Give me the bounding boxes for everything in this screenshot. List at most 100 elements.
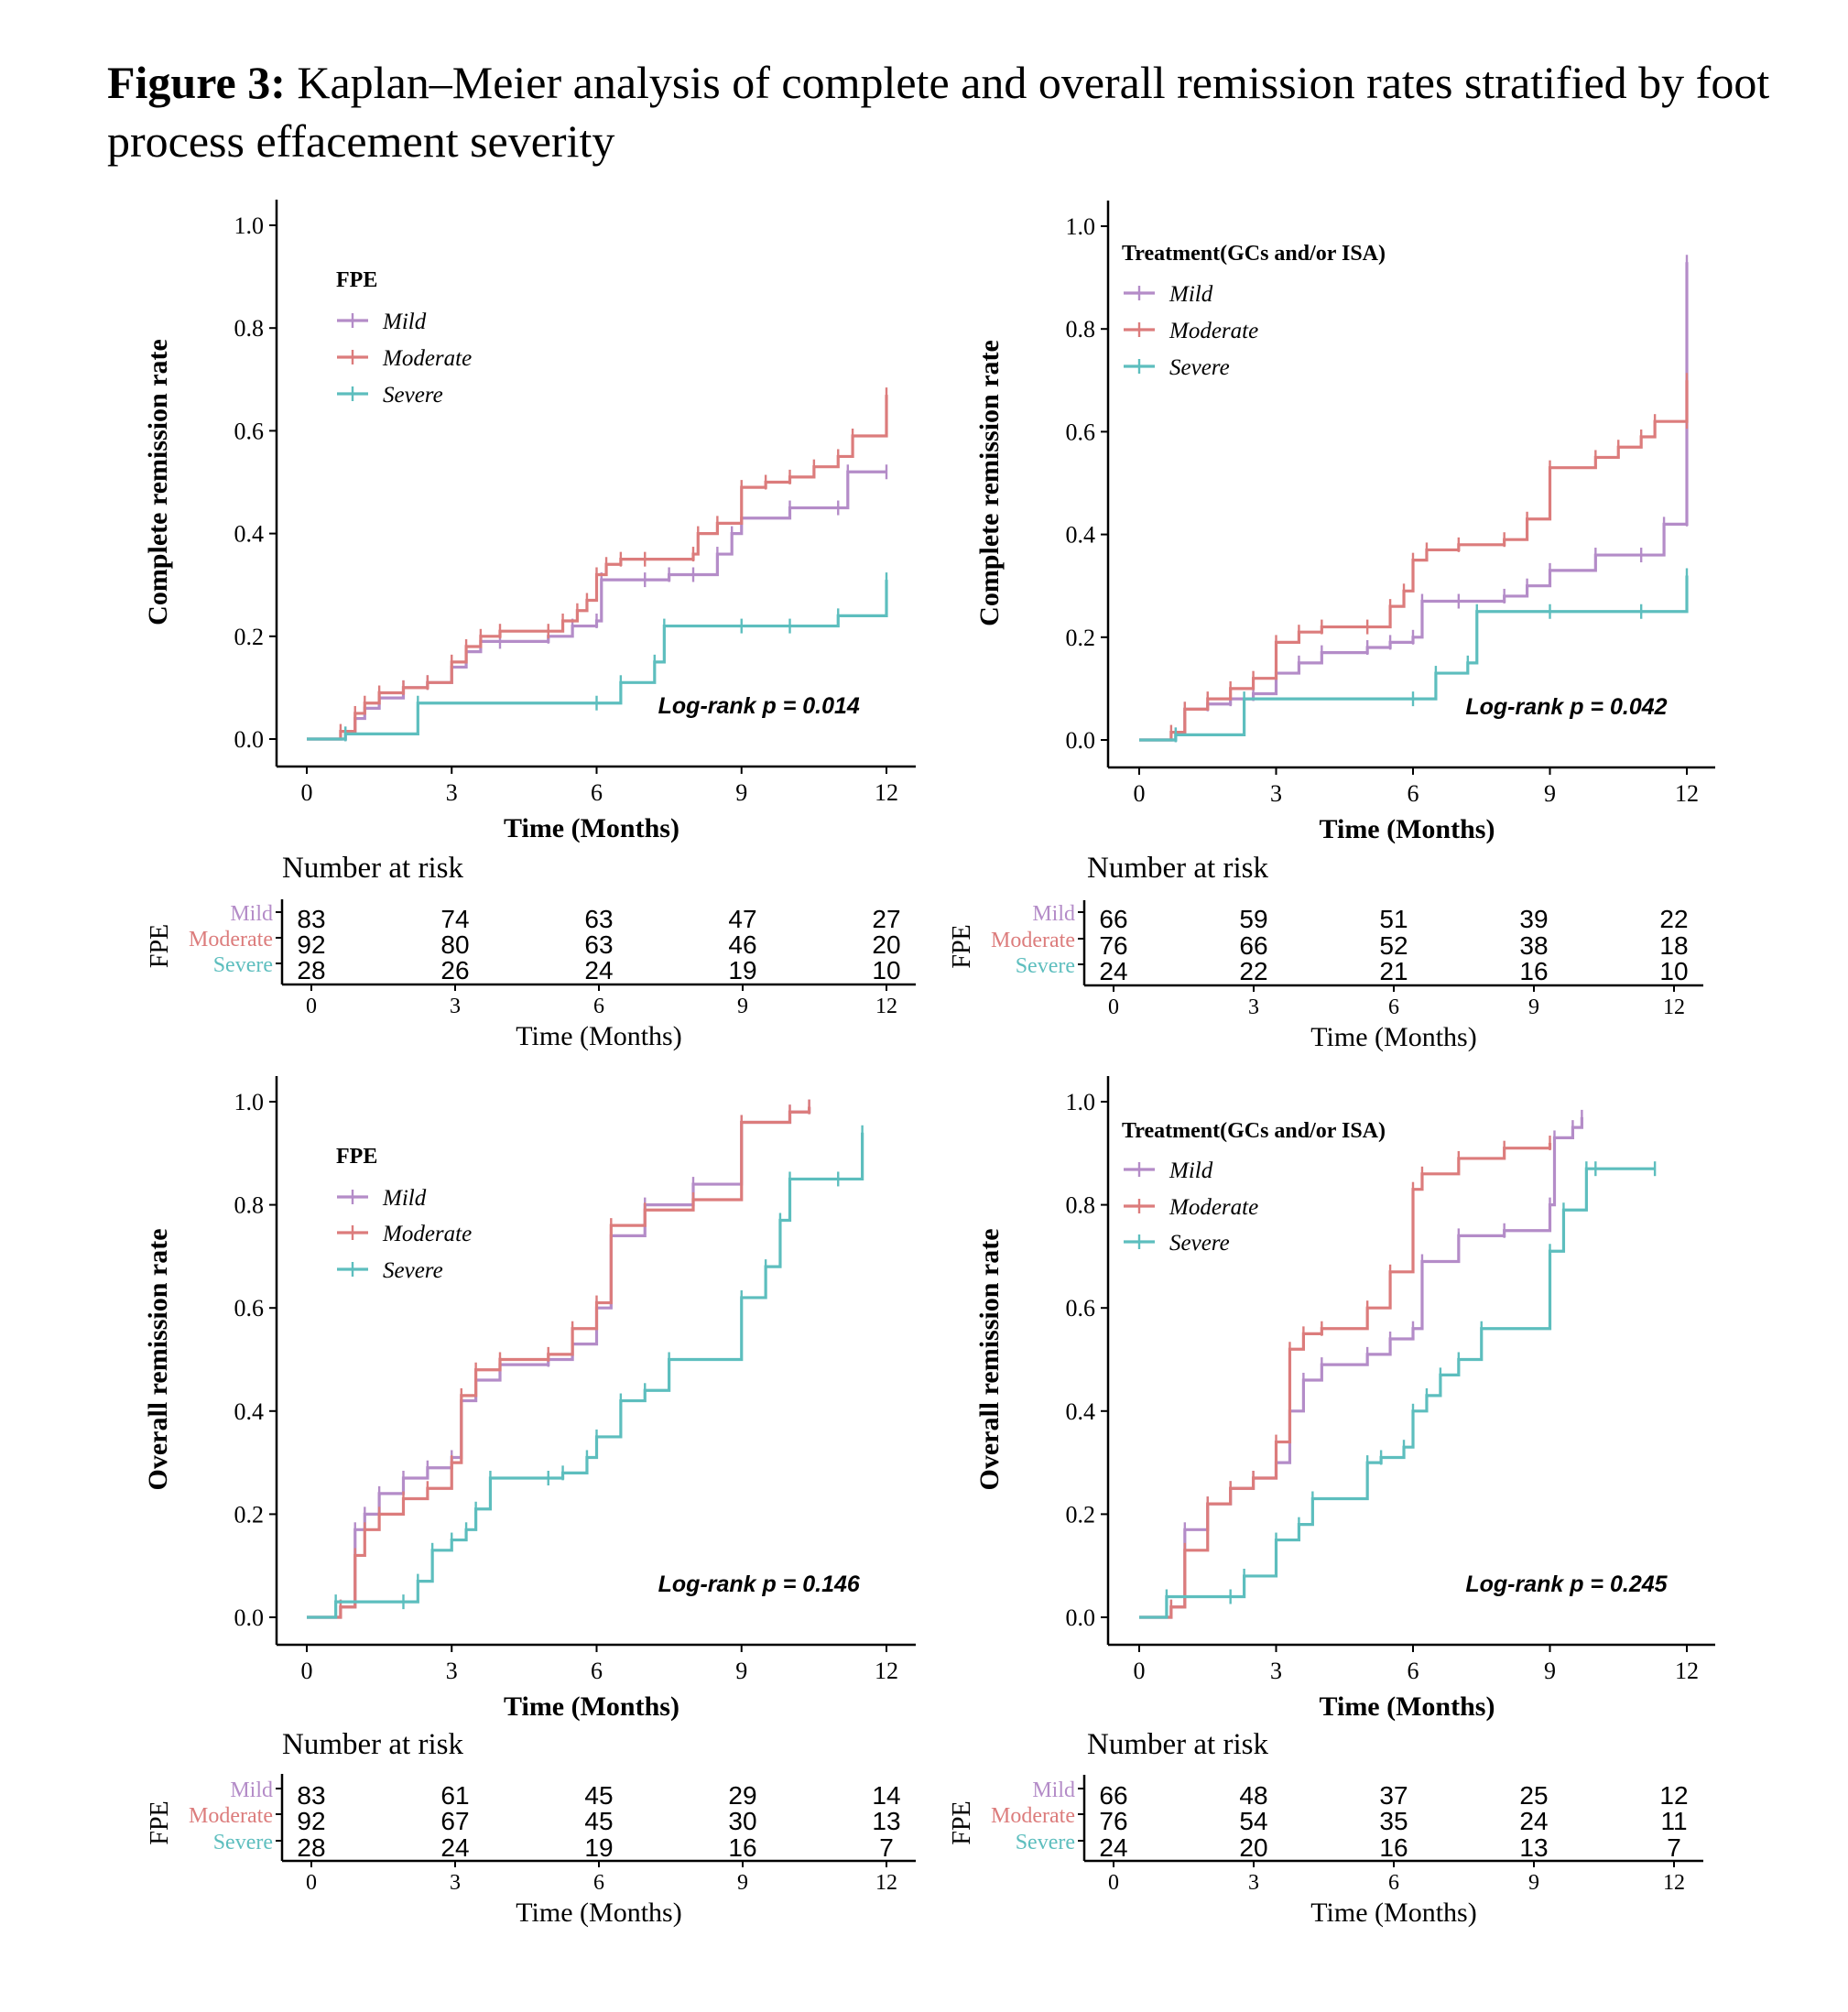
risk-cell: 13 — [1519, 1833, 1548, 1862]
legend-label-moderate: Moderate — [1169, 1195, 1258, 1220]
risk-table-x-title: Time (Months) — [516, 1021, 681, 1051]
x-tick-label: 9 — [735, 779, 747, 806]
risk-cell: 83 — [297, 905, 325, 933]
y-tick-label: 0.6 — [234, 418, 265, 444]
legend-label-mild: Mild — [1169, 282, 1213, 307]
legend-title: FPE — [336, 1145, 377, 1169]
risk-cell: 76 — [1099, 931, 1127, 960]
risk-cell: 20 — [872, 930, 900, 959]
risk-table-title: Number at risk — [282, 1728, 463, 1761]
x-axis-title: Time (Months) — [504, 1691, 679, 1722]
legend-label-moderate: Moderate — [1169, 319, 1258, 343]
y-tick-label: 0.0 — [234, 1604, 265, 1631]
series-line-moderate — [1139, 380, 1689, 742]
risk-row-label-severe: Severe — [213, 1831, 273, 1854]
legend-title: Treatment(GCs and/or ISA) — [1122, 1119, 1386, 1143]
y-axis-title: Complete remission rate — [143, 339, 173, 625]
risk-cell: 28 — [297, 956, 325, 984]
risk-cell: 46 — [728, 930, 756, 959]
risk-x-tick-label: 3 — [450, 1871, 461, 1895]
risk-cell: 24 — [1519, 1807, 1548, 1835]
risk-cell: 29 — [728, 1781, 756, 1810]
risk-table-x-title: Time (Months) — [1310, 1022, 1476, 1052]
series-line-moderate — [307, 395, 888, 741]
legend-title: FPE — [336, 268, 377, 292]
series-line-severe — [307, 1132, 864, 1619]
risk-cell: 25 — [1519, 1781, 1548, 1810]
y-tick-label: 0.4 — [234, 521, 265, 548]
y-tick-label: 0.0 — [234, 726, 265, 753]
risk-cell: 52 — [1379, 931, 1408, 960]
risk-cell: 67 — [440, 1807, 469, 1835]
risk-cell: 13 — [872, 1807, 900, 1835]
risk-cell: 16 — [728, 1833, 756, 1862]
y-tick-label: 0.6 — [1066, 1295, 1096, 1321]
risk-x-tick-label: 12 — [1663, 995, 1685, 1019]
risk-x-tick-label: 9 — [737, 1871, 748, 1895]
risk-cell: 35 — [1379, 1807, 1408, 1835]
risk-cell: 22 — [1659, 905, 1688, 933]
x-tick-label: 12 — [1675, 1658, 1699, 1684]
km-panel-1: 0.0 0.2 0.4 0.6 0.8 1.0 0 3 6 9 12 Complete remissi… — [143, 200, 916, 1051]
risk-x-tick-label: 9 — [737, 995, 748, 1018]
risk-cell: 21 — [1379, 957, 1408, 985]
legend-label-severe: Severe — [1169, 1231, 1230, 1256]
risk-table-x-title: Time (Months) — [1310, 1898, 1476, 1928]
km-panel-4: 0.0 0.2 0.4 0.6 0.8 1.0 0 3 6 9 12 Overall remissio… — [948, 1076, 1715, 1928]
risk-cell: 28 — [297, 1833, 325, 1862]
risk-cell: 14 — [872, 1781, 900, 1810]
risk-table: Number at risk FPE Mild 83 61 45 29 14 Moderate 9… — [146, 1728, 916, 1928]
y-tick-label: 0.2 — [234, 1501, 265, 1528]
y-tick-label: 0.8 — [234, 315, 265, 342]
risk-x-tick-label: 12 — [1663, 1871, 1685, 1895]
risk-x-tick-label: 3 — [1248, 1871, 1259, 1895]
risk-cell: 7 — [1667, 1833, 1681, 1862]
risk-cell: 11 — [1660, 1807, 1687, 1835]
legend-label-mild: Mild — [382, 1186, 427, 1211]
risk-x-tick-label: 9 — [1528, 995, 1539, 1019]
risk-cell: 37 — [1379, 1781, 1408, 1810]
risk-cell: 30 — [728, 1807, 756, 1835]
legend-label-severe: Severe — [383, 1258, 443, 1283]
x-axis-title: Time (Months) — [1320, 814, 1495, 844]
risk-cell: 20 — [1239, 1833, 1267, 1862]
risk-table-x-title: Time (Months) — [516, 1898, 681, 1928]
y-axis-title: Overall remission rate — [143, 1228, 173, 1490]
risk-x-tick-label: 3 — [450, 995, 461, 1018]
risk-cell: 66 — [1239, 931, 1267, 960]
risk-row-label-moderate: Moderate — [991, 929, 1075, 952]
risk-x-tick-label: 6 — [1388, 1871, 1399, 1895]
legend-label-mild: Mild — [382, 310, 427, 334]
risk-x-tick-label: 9 — [1528, 1871, 1539, 1895]
y-tick-label: 1.0 — [1066, 1089, 1096, 1115]
risk-x-tick-label: 0 — [1108, 1871, 1119, 1895]
legend-label-severe: Severe — [1169, 355, 1230, 380]
y-tick-label: 0.6 — [234, 1295, 265, 1321]
km-panel-2: 0.0 0.2 0.4 0.6 0.8 1.0 0 3 6 9 12 Complete remissi… — [948, 201, 1715, 1052]
pvalue-annotation: Log-rank p = 0.042 — [1465, 694, 1667, 720]
series-line-mild — [307, 1106, 811, 1619]
x-axis-title: Time (Months) — [504, 813, 679, 843]
y-tick-label: 0.0 — [1066, 727, 1096, 754]
x-tick-label: 0 — [1134, 1658, 1146, 1684]
figure-caption: Figure 3: Kaplan–Meier analysis of compl… — [107, 53, 1783, 170]
pvalue-annotation: Log-rank p = 0.146 — [658, 1572, 861, 1597]
risk-cell: 24 — [440, 1833, 469, 1862]
risk-row-label-severe: Severe — [1016, 954, 1075, 978]
risk-cell: 19 — [728, 956, 756, 984]
x-tick-label: 0 — [1134, 780, 1146, 807]
risk-row-label-moderate: Moderate — [991, 1804, 1075, 1828]
risk-cell: 45 — [584, 1781, 613, 1810]
x-tick-label: 6 — [1408, 780, 1419, 807]
risk-cell: 10 — [872, 956, 900, 984]
legend-label-mild: Mild — [1169, 1158, 1213, 1183]
risk-x-tick-label: 6 — [593, 995, 604, 1018]
risk-cell: 24 — [584, 956, 613, 984]
risk-x-tick-label: 12 — [875, 995, 897, 1018]
risk-cell: 16 — [1379, 1833, 1408, 1862]
y-tick-label: 0.2 — [234, 624, 265, 650]
y-tick-label: 1.0 — [1066, 213, 1096, 240]
x-tick-label: 3 — [1270, 1658, 1282, 1684]
